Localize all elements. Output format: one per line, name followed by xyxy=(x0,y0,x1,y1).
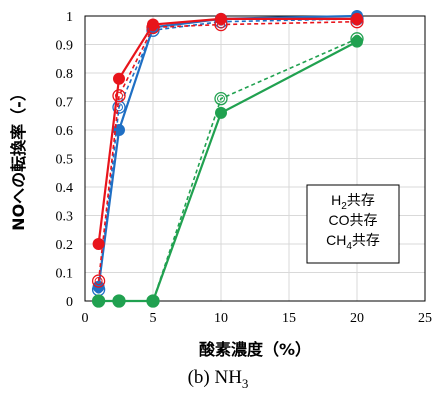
legend-entry: CH4共存 xyxy=(326,232,380,252)
caption-subscript: 3 xyxy=(241,375,249,391)
y-tick-label: 0 xyxy=(66,295,73,310)
data-point-open-inner xyxy=(149,297,157,305)
series-5 xyxy=(91,15,364,288)
caption-text: (b) NH xyxy=(187,367,242,388)
y-tick-label: 0.7 xyxy=(56,96,74,111)
x-tick-label: 0 xyxy=(82,311,89,326)
data-point xyxy=(113,72,125,85)
x-tick-label: 10 xyxy=(214,311,228,326)
y-axis-label: NOへの転換率（-） xyxy=(9,85,28,231)
plot-frame xyxy=(84,15,426,302)
legend-box xyxy=(306,184,400,264)
data-point-open-inner xyxy=(94,277,103,286)
y-tick-label: 0.3 xyxy=(56,210,74,225)
data-point xyxy=(92,238,105,250)
data-point-open xyxy=(214,17,228,32)
data-point xyxy=(351,12,363,25)
data-point-open xyxy=(146,294,160,308)
data-point xyxy=(113,295,125,307)
data-point-open xyxy=(112,89,126,103)
y-tick-label: 0.9 xyxy=(56,39,74,54)
data-point-open-inner xyxy=(115,297,123,305)
chart: 0 0.1 0.2 0.3 0.4 0.5 0.6 0.7 0.8 0.9 1 0 5 10 15 20 25… xyxy=(9,10,433,359)
y-tick-label: 0.2 xyxy=(56,238,74,253)
data-point-open-inner xyxy=(115,91,123,100)
data-point-open xyxy=(146,20,160,35)
legend-entry: CO共存 xyxy=(329,212,378,228)
y-tick-label: 0.1 xyxy=(56,267,74,282)
data-point-open-inner xyxy=(217,94,225,103)
data-point-open xyxy=(350,32,364,46)
data-point-open xyxy=(91,274,106,288)
data-point xyxy=(351,35,363,48)
data-point-open-inner xyxy=(94,297,103,305)
data-point-open xyxy=(350,15,364,29)
y-tick-label: 0.6 xyxy=(56,124,74,139)
series-layer xyxy=(91,10,364,308)
data-point-open xyxy=(91,294,106,308)
data-point-open-inner xyxy=(217,20,225,29)
series-line xyxy=(97,20,358,282)
figure-caption: (b) NH3 xyxy=(0,367,436,392)
y-tick-label: 0.5 xyxy=(56,153,74,168)
y-tick-label: 1 xyxy=(66,10,73,25)
x-tick-label: 15 xyxy=(282,311,296,326)
series-line xyxy=(98,38,358,302)
x-tick-label: 5 xyxy=(150,311,157,326)
legend-entry: H2共存 xyxy=(331,192,375,212)
data-point-open-inner xyxy=(149,23,157,32)
data-point-open-inner xyxy=(94,285,103,294)
x-tick-label: 20 xyxy=(350,311,364,326)
y-tick-label: 0.4 xyxy=(56,181,74,196)
x-axis-label: 酸素濃度（%） xyxy=(199,340,311,359)
data-point xyxy=(147,295,159,307)
data-point-open-inner xyxy=(353,17,361,26)
series-3 xyxy=(91,32,364,308)
data-point-open xyxy=(214,92,228,106)
data-point-open xyxy=(112,294,126,308)
y-tick-labels: 0 0.1 0.2 0.3 0.4 0.5 0.6 0.7 0.8 0.9 1 xyxy=(56,10,74,310)
data-point xyxy=(215,106,227,119)
x-tick-label: 25 xyxy=(418,311,432,326)
x-tick-labels: 0 5 10 15 20 25 xyxy=(82,311,433,326)
y-tick-label: 0.8 xyxy=(56,67,74,82)
data-point-open-inner xyxy=(353,34,361,43)
